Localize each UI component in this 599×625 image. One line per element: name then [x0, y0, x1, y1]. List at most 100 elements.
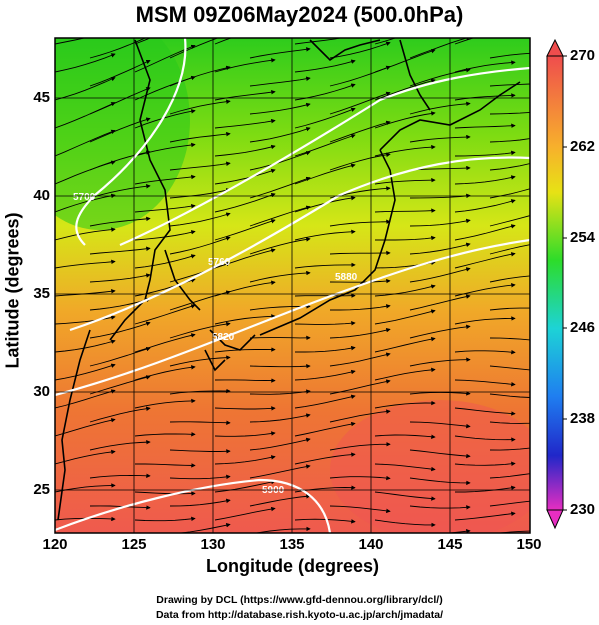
streamline — [89, 59, 151, 87]
x-tick: 150 — [516, 536, 542, 553]
streamline — [374, 144, 436, 157]
streamline — [454, 175, 516, 185]
streamline — [454, 60, 516, 73]
streamline — [374, 434, 436, 440]
streamline — [409, 357, 471, 367]
streamline — [135, 463, 196, 468]
colorbar-tick: 270 — [570, 47, 596, 64]
streamline — [329, 65, 391, 87]
streamline — [169, 498, 231, 507]
streamline — [169, 355, 231, 367]
streamline — [89, 216, 151, 227]
streamline — [409, 101, 471, 115]
streamline — [169, 449, 231, 454]
streamline — [329, 352, 391, 367]
streamline — [294, 394, 356, 409]
colorbar-tick: 238 — [570, 410, 596, 427]
streamline — [374, 284, 436, 297]
streamline — [214, 347, 276, 353]
streamline — [89, 184, 151, 199]
streamline — [89, 406, 151, 423]
streamline — [294, 229, 356, 241]
streamline — [294, 262, 356, 269]
streamline — [134, 304, 196, 325]
streamline — [134, 491, 196, 496]
streamline — [134, 174, 196, 185]
streamline — [55, 339, 116, 353]
streamline — [134, 109, 196, 129]
streamline — [409, 505, 471, 510]
streamline — [55, 160, 116, 185]
contour-label: 5880 — [335, 272, 358, 283]
streamline — [489, 244, 530, 255]
streamline — [454, 199, 516, 213]
streamline — [55, 38, 87, 45]
streamline — [214, 479, 276, 493]
streamline — [294, 107, 356, 129]
x-tick: 140 — [358, 536, 384, 553]
streamline — [249, 176, 311, 199]
streamline — [55, 102, 116, 129]
streamline — [489, 393, 530, 398]
streamlines — [55, 38, 530, 533]
y-tick: 45 — [33, 89, 50, 106]
streamline — [495, 530, 530, 533]
streamline — [214, 58, 276, 73]
streamline — [169, 321, 231, 339]
streamline — [294, 59, 356, 73]
streamline — [89, 439, 151, 451]
streamline — [454, 379, 516, 387]
streamline — [294, 421, 356, 437]
streamline — [329, 120, 391, 143]
streamline — [409, 267, 471, 283]
streamline — [489, 275, 530, 283]
streamline — [489, 365, 530, 371]
x-tick: 145 — [437, 536, 463, 553]
streamline — [294, 452, 356, 465]
streamline — [454, 461, 516, 467]
streamline — [55, 389, 116, 409]
streamline — [89, 375, 151, 395]
contour-label: 5820 — [212, 332, 235, 343]
streamline — [55, 129, 116, 157]
streamline — [89, 273, 151, 283]
y-axis-label: Latitude (degrees) — [2, 212, 23, 369]
streamline — [444, 529, 471, 533]
streamline — [214, 431, 276, 437]
graticule — [55, 38, 530, 533]
streamline — [489, 307, 530, 311]
streamline — [294, 38, 356, 45]
streamline — [329, 327, 391, 339]
streamline — [489, 337, 530, 341]
streamline — [409, 242, 471, 255]
streamline — [249, 464, 311, 479]
streamline — [454, 252, 516, 269]
streamline — [294, 369, 356, 381]
streamline — [409, 449, 471, 459]
streamline — [214, 314, 276, 325]
streamline — [89, 38, 151, 59]
streamline — [214, 455, 276, 465]
streamline — [134, 203, 196, 213]
footer-credit-data: Data from http://database.rish.kyoto-u.a… — [155, 609, 444, 621]
streamline — [134, 75, 196, 101]
streamline — [409, 421, 471, 429]
streamline — [214, 38, 233, 45]
streamline — [409, 324, 471, 339]
contour-label: 5700 — [73, 192, 96, 203]
streamline — [329, 409, 391, 423]
footer-credit-drawing: Drawing by DCL (https://www.gfd-dennou.o… — [156, 594, 443, 606]
streamline — [454, 38, 475, 45]
streamline — [489, 83, 530, 87]
streamline — [249, 237, 311, 255]
streamline — [329, 442, 391, 451]
streamline — [169, 388, 231, 395]
streamline — [249, 47, 311, 59]
streamline — [409, 218, 471, 227]
streamline — [454, 435, 516, 442]
streamline — [374, 38, 397, 45]
streamline — [374, 309, 436, 325]
streamline — [169, 261, 231, 283]
streamline — [374, 367, 436, 381]
